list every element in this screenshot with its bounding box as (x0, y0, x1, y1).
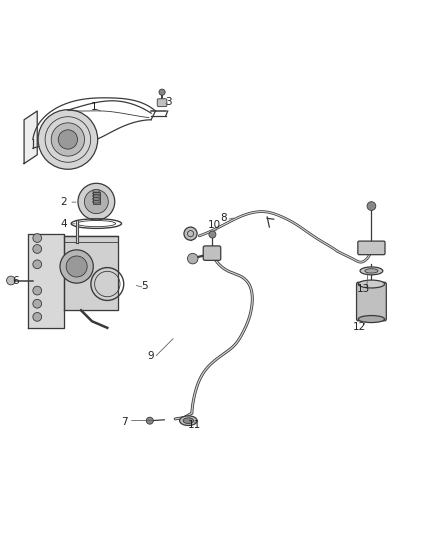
Text: 5: 5 (141, 281, 148, 291)
Ellipse shape (180, 416, 197, 425)
Circle shape (33, 312, 42, 321)
Ellipse shape (358, 280, 385, 288)
Circle shape (38, 110, 98, 169)
Bar (93, 191, 100, 204)
Circle shape (146, 417, 153, 424)
Circle shape (60, 250, 93, 283)
Circle shape (33, 286, 42, 295)
Circle shape (51, 123, 85, 156)
FancyBboxPatch shape (358, 241, 385, 255)
Text: 3: 3 (165, 97, 172, 107)
Ellipse shape (183, 418, 194, 424)
Circle shape (33, 245, 42, 253)
FancyBboxPatch shape (357, 282, 386, 321)
Text: 1: 1 (91, 102, 98, 111)
Text: 13: 13 (357, 284, 370, 294)
Circle shape (66, 256, 87, 277)
Circle shape (7, 276, 15, 285)
Text: 8: 8 (220, 213, 227, 223)
Circle shape (58, 130, 78, 149)
Circle shape (184, 227, 197, 240)
Circle shape (33, 233, 42, 243)
FancyBboxPatch shape (157, 99, 167, 107)
Text: 6: 6 (12, 276, 19, 286)
Text: 10: 10 (208, 220, 221, 230)
Text: 7: 7 (121, 417, 128, 427)
Circle shape (187, 253, 198, 264)
Circle shape (78, 183, 115, 220)
Text: 9: 9 (148, 351, 155, 361)
Circle shape (33, 300, 42, 308)
Polygon shape (64, 236, 118, 310)
Text: 11: 11 (188, 420, 201, 430)
Polygon shape (28, 233, 64, 328)
Circle shape (367, 201, 376, 211)
Text: 12: 12 (353, 322, 366, 332)
Circle shape (159, 89, 165, 95)
Circle shape (209, 231, 216, 238)
Ellipse shape (358, 316, 385, 322)
Ellipse shape (365, 269, 378, 273)
FancyBboxPatch shape (203, 246, 221, 260)
Ellipse shape (360, 267, 383, 275)
Text: 2: 2 (60, 197, 67, 207)
Circle shape (85, 190, 108, 214)
Circle shape (33, 260, 42, 269)
Polygon shape (24, 111, 37, 164)
Text: 4: 4 (60, 219, 67, 229)
